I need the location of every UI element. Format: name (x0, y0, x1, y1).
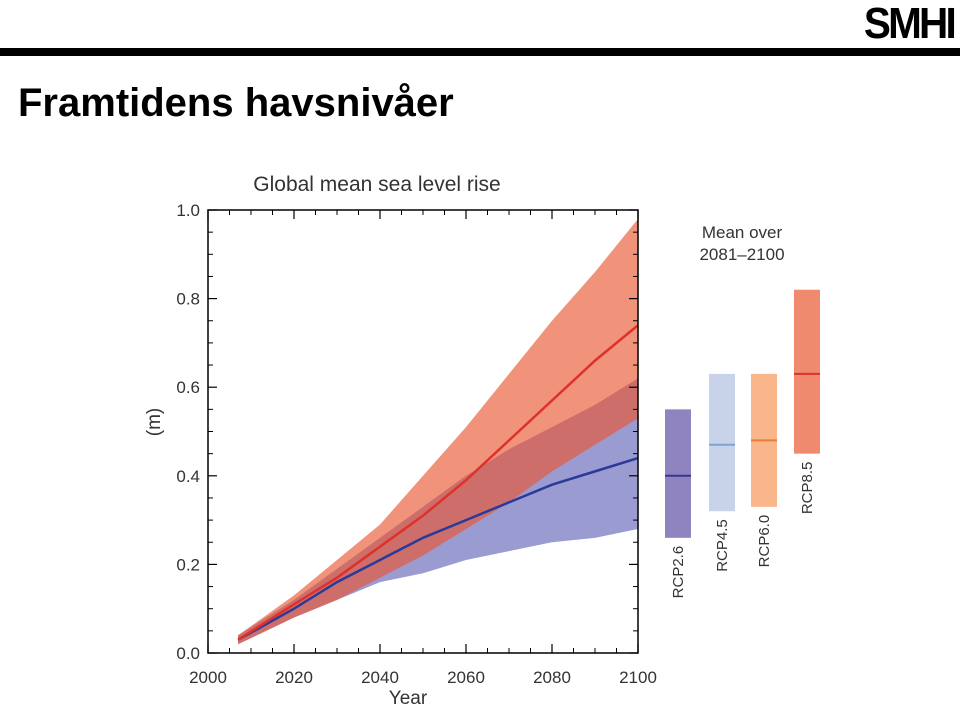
x-tick-label: 2000 (189, 668, 227, 687)
band-layer (238, 218, 638, 645)
x-tick-label: 2020 (275, 668, 313, 687)
sea-level-chart: 2000 2020 2040 2060 2080 2100 0.0 0.2 0.4 0.6 0.8 1… (130, 160, 860, 710)
bar-rcp8-5 (794, 289, 820, 454)
x-axis-label: Year (389, 688, 428, 709)
x-tick-label: 2100 (619, 668, 657, 687)
y-tick-label: 0.2 (176, 555, 200, 574)
page-title: Framtidens havsnivåer (18, 81, 454, 125)
x-tick-label: 2040 (361, 668, 399, 687)
bars-title-line-1: Mean over (702, 223, 783, 242)
bar-rcp2-6 (665, 409, 691, 538)
tick-layer: 2000 2020 2040 2060 2080 2100 0.0 0.2 0.4 0.6 0.8 1… (176, 201, 657, 687)
smhi-logo: SMHI (863, 0, 957, 48)
bar-label: RCP4.5 (714, 519, 731, 572)
scenario-bars: RCP2.6 RCP4.5 RCP6.0 RCP8.5 (665, 289, 820, 599)
chart-svg: 2000 2020 2040 2060 2080 2100 0.0 0.2 0.4 0.6 0.8 1… (144, 173, 820, 709)
blue-mean-line (237, 456, 639, 641)
header-rule (0, 48, 960, 56)
bar-label: RCP6.0 (756, 515, 773, 568)
y-axis-label: (m) (144, 408, 165, 436)
bar-rcp4-5 (709, 373, 735, 512)
bars-title-line-2: 2081–2100 (699, 245, 784, 264)
line-layer (237, 324, 639, 641)
red-mean-line (237, 324, 639, 641)
y-tick-label: 0.4 (176, 467, 200, 486)
x-tick-label: 2080 (533, 668, 571, 687)
bar-label: RCP8.5 (799, 462, 816, 515)
y-tick-label: 0.0 (176, 644, 200, 663)
x-tick-label: 2060 (447, 668, 485, 687)
bar-label: RCP2.6 (670, 546, 687, 599)
y-tick-label: 1.0 (176, 201, 200, 220)
y-tick-label: 0.8 (176, 290, 200, 309)
y-tick-label: 0.6 (176, 378, 200, 397)
chart-title: Global mean sea level rise (253, 173, 500, 196)
